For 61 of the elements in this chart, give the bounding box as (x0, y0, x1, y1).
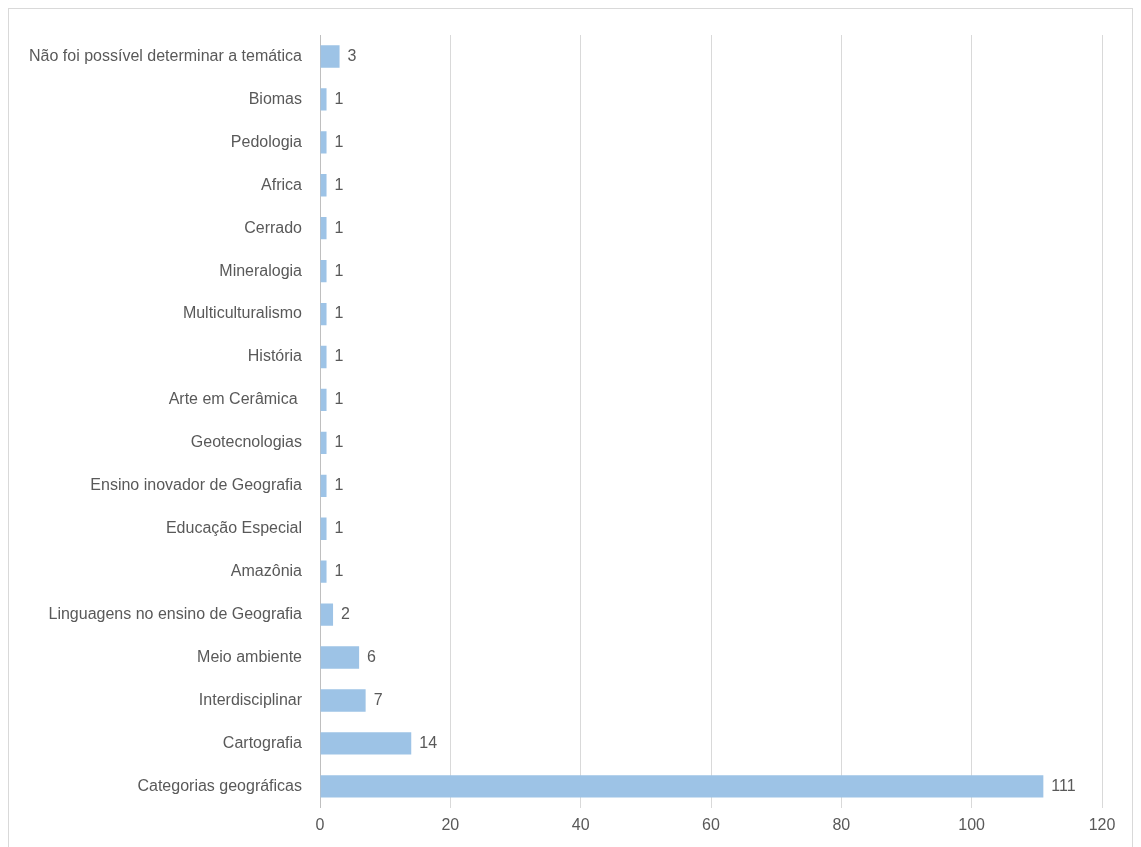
bar (320, 646, 360, 669)
x-tick-label: 0 (315, 815, 325, 833)
y-tick-label: Meio ambiente (197, 647, 303, 665)
y-tick-label: Educação Especial (165, 519, 303, 537)
data-label: 1 (334, 261, 344, 279)
y-tick-label: Amazônia (230, 562, 303, 580)
bar (320, 45, 340, 68)
bar (320, 302, 327, 326)
y-tick-label: Multiculturalismo (182, 304, 303, 322)
bar (320, 732, 412, 755)
data-label: 14 (419, 733, 438, 751)
bar (320, 517, 327, 540)
y-tick-label: História (247, 347, 303, 365)
x-tick-label: 100 (958, 815, 986, 833)
y-tick-label: Cartografia (222, 733, 303, 751)
bar (320, 259, 327, 283)
y-tick-label: Geotecnologias (190, 433, 303, 451)
data-label: 6 (367, 647, 377, 665)
x-tick-label: 60 (702, 815, 721, 833)
data-label: 1 (334, 132, 344, 150)
data-label: 1 (334, 89, 344, 107)
bar (320, 174, 327, 197)
y-tick-label: Mineralogia (219, 261, 303, 279)
bar (320, 560, 327, 583)
data-label: 1 (334, 562, 344, 580)
bar (320, 217, 327, 240)
y-tick-label: Biomas (248, 89, 303, 107)
y-tick-label: Pedologia (230, 132, 303, 150)
data-label: 1 (334, 175, 344, 193)
x-tick-label: 40 (571, 815, 590, 833)
data-label: 3 (347, 46, 357, 64)
bar (320, 345, 327, 369)
data-label: 7 (373, 690, 383, 708)
data-label: 1 (334, 347, 344, 365)
y-tick-label: Linguagens no ensino de Geografia (48, 605, 303, 623)
data-label: 1 (334, 218, 344, 236)
bar (320, 88, 327, 111)
data-label: 2 (341, 605, 351, 623)
bar (320, 689, 366, 712)
data-label: 1 (334, 519, 344, 537)
bar (320, 431, 327, 455)
bar (320, 388, 327, 412)
data-label: 1 (334, 476, 344, 494)
y-tick-label: Cerrado (244, 218, 303, 236)
y-tick-label: Arte em Cerâmica (168, 390, 303, 408)
bar (320, 131, 327, 154)
y-tick-label: Categorias geográficas (137, 776, 303, 794)
x-tick-label: 20 (441, 815, 460, 833)
data-label: 1 (334, 433, 344, 451)
x-tick-label: 80 (832, 815, 851, 833)
y-tick-label: Interdisciplinar (198, 690, 303, 708)
bar (320, 474, 327, 497)
y-tick-label: Não foi possível determinar a temática (29, 46, 303, 64)
y-tick-label: Ensino inovador de Geografia (90, 476, 303, 494)
bar (320, 603, 334, 626)
data-label: 1 (334, 390, 344, 408)
x-tick-label: 120 (1088, 815, 1116, 833)
data-label: 111 (1051, 776, 1076, 794)
y-tick-label: Africa (261, 175, 303, 193)
data-label: 1 (334, 304, 344, 322)
bar (320, 775, 1044, 798)
